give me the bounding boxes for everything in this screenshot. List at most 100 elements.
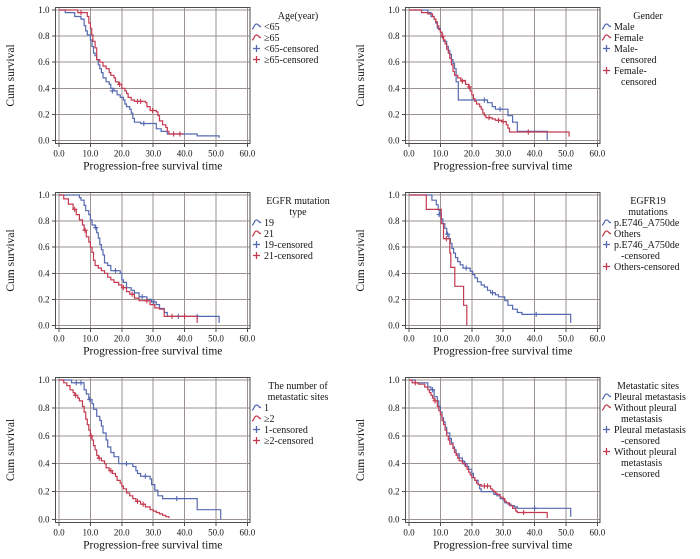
km-curve-red: [59, 9, 183, 135]
censor-marks-red: [78, 10, 183, 137]
x-tick-label: 60.0: [590, 528, 606, 538]
legend-entry-label: censored: [621, 77, 657, 88]
legend-entry-label: 1: [264, 403, 269, 414]
y-tick-label: 1.0: [388, 375, 400, 385]
x-tick-label: 50.0: [208, 149, 224, 159]
legend-entry-label: 19-censored: [264, 240, 313, 251]
legend-entry-label: ≥2-censored: [264, 436, 313, 447]
gridlines: [55, 7, 250, 144]
legend-step-marker: [251, 404, 262, 411]
y-tick-label: 1.0: [38, 5, 50, 15]
y-tick-label: 0.0: [388, 515, 400, 525]
legend-entry-label: Male: [614, 22, 635, 33]
km-chart-metastatic-sites: 0.0 10.0 20.0 30.0 40.0 50.0 60.00.00.20.40.60…: [355, 375, 686, 552]
x-tick-label: 0.0: [53, 528, 65, 538]
y-tick-label: 0.8: [388, 216, 400, 226]
x-tick-label: 50.0: [558, 528, 574, 538]
x-tick-label: 20.0: [114, 334, 130, 344]
legend-step-marker: [251, 415, 262, 422]
legend-entry-label: 1-censored: [264, 425, 308, 436]
y-tick-label: 0.0: [388, 321, 400, 331]
y-tick-label: 0.0: [38, 136, 50, 146]
x-tick-label: 10.0: [433, 149, 449, 159]
legend-entry-label: 21-censored: [264, 251, 313, 262]
y-tick-label: 1.0: [388, 190, 400, 200]
legend-entry-label: Without pleural: [614, 447, 677, 458]
y-axis-label: Cum survival: [5, 229, 17, 291]
y-tick-label: 0.0: [388, 136, 400, 146]
legend-title: Gender: [633, 11, 663, 22]
y-tick-label: 0.4: [38, 83, 50, 93]
y-tick-label: 0.8: [388, 31, 400, 41]
panel-egfr19-mutations: 0.0 10.0 20.0 30.0 40.0 50.0 60.0 0.0 0.2 0.4 0.6 0…: [350, 185, 700, 370]
x-tick-label: 10.0: [83, 334, 99, 344]
y-tick-label: 0.6: [388, 431, 400, 441]
x-tick-label: 40.0: [177, 149, 193, 159]
gridlines: [405, 192, 600, 329]
y-axis-tick-labels: 0.0 0.2 0.4 0.6 0.8 1.0: [388, 190, 400, 331]
x-tick-label: 10.0: [433, 528, 449, 538]
y-axis-tick-labels: 0.0 0.2 0.4 0.6 0.8 1.0: [388, 5, 400, 146]
y-tick-label: 0.4: [38, 268, 50, 278]
x-tick-label: 60.0: [590, 149, 606, 159]
legend-entry-label: Female-: [614, 66, 647, 77]
legend-step-marker: [601, 23, 612, 30]
x-tick-label: 30.0: [495, 149, 511, 159]
legend-entry-label: <65: [264, 22, 280, 33]
x-tick-label: 0.0: [53, 334, 65, 344]
km-curve-red: [409, 379, 548, 519]
censor-marks-red: [73, 392, 146, 507]
km-curve-red: [409, 194, 468, 326]
legend-step-marker: [251, 230, 262, 237]
legend-entry-label: -censored: [621, 436, 660, 447]
legend-step-marker: [601, 393, 612, 400]
km-curve-blue: [59, 194, 220, 323]
y-tick-label: 0.4: [388, 268, 400, 278]
legend-entry-label: 19: [264, 218, 274, 229]
legend-entry-label: Pleural metastasis: [614, 392, 686, 403]
km-chart-egfr19-mutations: 0.0 10.0 20.0 30.0 40.0 50.0 60.00.00.20.40.60…: [355, 190, 680, 358]
y-tick-label: 1.0: [38, 190, 50, 200]
legend-entry-label: Pleural metastasis: [614, 425, 686, 436]
panel-gender: 0.0 10.0 20.0 30.0 40.0 50.0 60.0 0.0 0.2 0.4 0.6 0…: [350, 0, 700, 185]
legend-title: The number of: [268, 381, 328, 392]
x-axis-tick-labels: 0.0 10.0 20.0 30.0 40.0 50.0 60.0: [403, 334, 605, 344]
y-tick-label: 0.0: [38, 321, 50, 331]
legend-entry-label: ≥65-censored: [264, 55, 318, 66]
censor-marks-blue: [429, 387, 538, 511]
y-axis-label: Cum survival: [5, 419, 17, 481]
x-tick-label: 10.0: [83, 528, 99, 538]
y-tick-label: 0.0: [38, 515, 50, 525]
x-tick-label: 40.0: [527, 528, 543, 538]
y-tick-label: 0.8: [38, 216, 50, 226]
legend-entry-label: p.E746_A750de: [614, 240, 680, 251]
y-axis-tick-labels: 0.0 0.2 0.4 0.6 0.8 1.0: [38, 375, 50, 525]
x-axis-tick-labels: 0.0 10.0 20.0 30.0 40.0 50.0 60.0: [53, 528, 255, 538]
x-tick-label: 40.0: [527, 149, 543, 159]
y-tick-label: 0.6: [38, 57, 50, 67]
km-curve-red: [59, 194, 198, 323]
y-tick-label: 0.2: [38, 294, 49, 304]
legend-entry-label: ≥65: [264, 33, 280, 44]
legend-entry-label: 21: [264, 229, 274, 240]
legend-entry-label: p.E746_A750de: [614, 218, 680, 229]
legend-title: EGFR19: [630, 196, 666, 207]
y-tick-label: 0.8: [38, 31, 50, 41]
y-tick-label: 0.4: [388, 459, 400, 469]
axis-ticks: [52, 9, 248, 147]
x-tick-label: 0.0: [403, 149, 415, 159]
gridlines: [55, 377, 250, 523]
km-chart-age: 0.0 10.0 20.0 30.0 40.0 50.0 60.00.00.20.40.60…: [5, 5, 319, 173]
legend-title: metastatic sites: [268, 392, 329, 403]
km-curve-red: [59, 379, 170, 519]
x-tick-label: 50.0: [208, 334, 224, 344]
km-chart-egfr-mutation-type: 0.0 10.0 20.0 30.0 40.0 50.0 60.00.00.20.40.60…: [5, 190, 330, 358]
y-tick-label: 0.6: [388, 242, 400, 252]
y-axis-label: Cum survival: [5, 44, 17, 106]
gridlines: [55, 192, 250, 329]
y-axis-label: Cum survival: [355, 44, 367, 106]
y-tick-label: 0.2: [38, 487, 49, 497]
